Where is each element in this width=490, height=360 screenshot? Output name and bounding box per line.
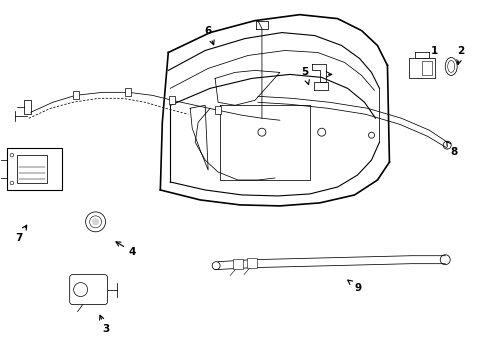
Text: 3: 3 (99, 315, 109, 334)
Bar (247, 258, 257, 268)
Text: 2: 2 (457, 45, 465, 64)
Bar (169, 96, 175, 104)
Bar (73, 91, 78, 99)
Text: 7: 7 (15, 225, 27, 243)
Text: 8: 8 (446, 141, 458, 157)
Bar (233, 259, 243, 269)
Circle shape (92, 219, 99, 225)
Text: 9: 9 (348, 280, 361, 293)
Bar (215, 106, 221, 114)
Text: 6: 6 (204, 26, 214, 45)
Ellipse shape (448, 60, 455, 72)
Text: 4: 4 (116, 242, 136, 257)
Ellipse shape (445, 58, 457, 75)
Text: 5: 5 (301, 67, 309, 85)
Text: 1: 1 (422, 45, 438, 66)
Bar (17, 155, 47, 183)
FancyBboxPatch shape (70, 275, 107, 305)
Bar (7, 148, 62, 190)
Bar (125, 88, 131, 96)
Bar (422, 62, 432, 75)
FancyBboxPatch shape (409, 58, 435, 78)
